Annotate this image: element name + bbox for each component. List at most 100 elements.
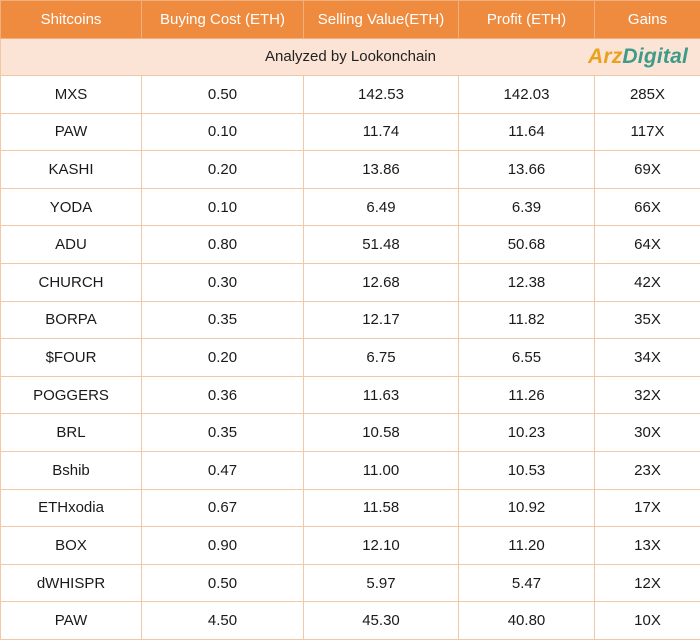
cell-gains: 13X — [594, 526, 700, 565]
cell-coin: YODA — [0, 187, 142, 227]
cell-buying-cost: 0.10 — [141, 187, 304, 227]
cell-coin: MXS — [0, 75, 142, 114]
cell-selling-value: 45.30 — [303, 601, 459, 640]
cell-coin: BORPA — [0, 300, 142, 340]
table-row: PAW 0.10 11.74 11.64 117X — [0, 112, 700, 152]
table-row: ETHxodia 0.67 11.58 10.92 17X — [0, 488, 700, 528]
cell-gains: 64X — [594, 225, 700, 264]
table-header: Shitcoins Buying Cost (ETH) Selling Valu… — [0, 0, 700, 39]
cell-coin: $FOUR — [0, 338, 142, 377]
cell-profit: 6.39 — [458, 187, 595, 227]
cell-coin: POGGERS — [0, 375, 142, 415]
cell-profit: 11.64 — [458, 112, 595, 152]
cell-coin: PAW — [0, 112, 142, 152]
header-profit: Profit (ETH) — [458, 0, 595, 39]
cell-selling-value: 11.63 — [303, 375, 459, 415]
cell-selling-value: 51.48 — [303, 225, 459, 264]
cell-gains: 30X — [594, 413, 700, 452]
cell-coin: ETHxodia — [0, 488, 142, 528]
cell-gains: 285X — [594, 75, 700, 114]
cell-selling-value: 12.68 — [303, 262, 459, 302]
cell-buying-cost: 0.50 — [141, 563, 304, 603]
cell-gains: 34X — [594, 338, 700, 377]
cell-profit: 12.38 — [458, 262, 595, 302]
cell-profit: 11.20 — [458, 526, 595, 565]
logo-part-1: Arz — [587, 45, 623, 68]
header-buying-cost: Buying Cost (ETH) — [141, 0, 304, 39]
cell-gains: 10X — [594, 601, 700, 640]
table-row: KASHI 0.20 13.86 13.66 69X — [0, 150, 700, 189]
cell-buying-cost: 0.67 — [141, 488, 304, 528]
cell-buying-cost: 0.36 — [141, 375, 304, 415]
cell-gains: 117X — [594, 112, 700, 152]
table-row: BRL 0.35 10.58 10.23 30X — [0, 413, 700, 452]
cell-buying-cost: 0.35 — [141, 413, 304, 452]
cell-selling-value: 11.58 — [303, 488, 459, 528]
header-gains: Gains — [594, 0, 700, 39]
table-row: $FOUR 0.20 6.75 6.55 34X — [0, 338, 700, 377]
cell-gains: 23X — [594, 450, 700, 490]
cell-profit: 10.53 — [458, 450, 595, 490]
cell-gains: 12X — [594, 563, 700, 603]
cell-profit: 10.92 — [458, 488, 595, 528]
table-row: BOX 0.90 12.10 11.20 13X — [0, 526, 700, 565]
cell-profit: 11.26 — [458, 375, 595, 415]
cell-buying-cost: 0.10 — [141, 112, 304, 152]
cell-coin: ADU — [0, 225, 142, 264]
cell-buying-cost: 0.35 — [141, 300, 304, 340]
cell-profit: 50.68 — [458, 225, 595, 264]
cell-selling-value: 142.53 — [303, 75, 459, 114]
subtitle-row: Analyzed by Lookonchain ArzDigital — [0, 38, 700, 76]
cell-profit: 6.55 — [458, 338, 595, 377]
cell-buying-cost: 0.20 — [141, 150, 304, 189]
header-shitcoins: Shitcoins — [0, 0, 142, 39]
header-selling-value: Selling Value(ETH) — [303, 0, 459, 39]
cell-coin: CHURCH — [0, 262, 142, 302]
cell-selling-value: 10.58 — [303, 413, 459, 452]
cell-buying-cost: 0.20 — [141, 338, 304, 377]
cell-gains: 32X — [594, 375, 700, 415]
cell-selling-value: 5.97 — [303, 563, 459, 603]
arzdigital-logo: ArzDigital — [587, 40, 688, 75]
cell-selling-value: 12.10 — [303, 526, 459, 565]
cell-coin: Bshib — [0, 450, 142, 490]
cell-gains: 17X — [594, 488, 700, 528]
cell-selling-value: 12.17 — [303, 300, 459, 340]
logo-part-2: Digital — [622, 45, 688, 68]
cell-coin: dWHISPR — [0, 563, 142, 603]
cell-profit: 10.23 — [458, 413, 595, 452]
cell-selling-value: 13.86 — [303, 150, 459, 189]
cell-coin: BOX — [0, 526, 142, 565]
cell-profit: 5.47 — [458, 563, 595, 603]
cell-selling-value: 6.75 — [303, 338, 459, 377]
cell-profit: 142.03 — [458, 75, 595, 114]
cell-buying-cost: 0.50 — [141, 75, 304, 114]
table-row: Bshib 0.47 11.00 10.53 23X — [0, 450, 700, 490]
table-row: dWHISPR 0.50 5.97 5.47 12X — [0, 563, 700, 603]
header-row: Shitcoins Buying Cost (ETH) Selling Valu… — [0, 0, 700, 39]
cell-profit: 11.82 — [458, 300, 595, 340]
table-row: BORPA 0.35 12.17 11.82 35X — [0, 300, 700, 340]
subtitle-cell: Analyzed by Lookonchain ArzDigital — [0, 38, 700, 76]
cell-gains: 69X — [594, 150, 700, 189]
table-row: PAW 4.50 45.30 40.80 10X — [0, 601, 700, 640]
cell-buying-cost: 0.47 — [141, 450, 304, 490]
table-row: MXS 0.50 142.53 142.03 285X — [0, 75, 700, 114]
cell-profit: 40.80 — [458, 601, 595, 640]
cell-buying-cost: 0.90 — [141, 526, 304, 565]
cell-gains: 42X — [594, 262, 700, 302]
cell-profit: 13.66 — [458, 150, 595, 189]
cell-gains: 35X — [594, 300, 700, 340]
table-row: CHURCH 0.30 12.68 12.38 42X — [0, 262, 700, 302]
cell-coin: BRL — [0, 413, 142, 452]
table-row: YODA 0.10 6.49 6.39 66X — [0, 187, 700, 227]
table-row: ADU 0.80 51.48 50.68 64X — [0, 225, 700, 264]
cell-selling-value: 6.49 — [303, 187, 459, 227]
table-row: POGGERS 0.36 11.63 11.26 32X — [0, 375, 700, 415]
cell-selling-value: 11.74 — [303, 112, 459, 152]
cell-coin: PAW — [0, 601, 142, 640]
cell-buying-cost: 4.50 — [141, 601, 304, 640]
cell-gains: 66X — [594, 187, 700, 227]
cell-buying-cost: 0.80 — [141, 225, 304, 264]
